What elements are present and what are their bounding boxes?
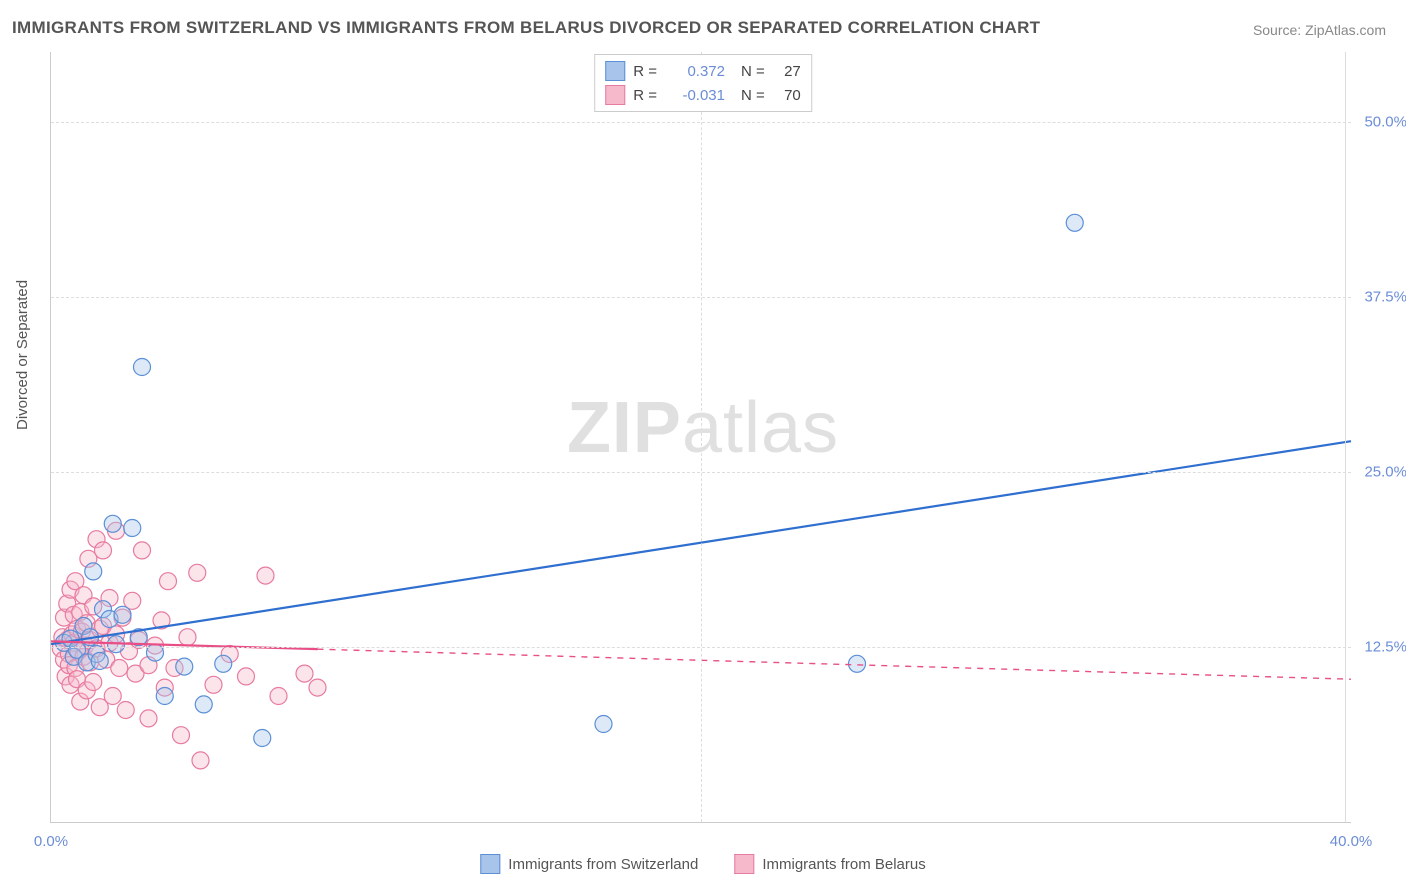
series-legend-switzerland: Immigrants from Switzerland <box>480 854 698 874</box>
y-tick-label: 37.5% <box>1364 289 1406 306</box>
series-legend: Immigrants from Switzerland Immigrants f… <box>480 854 925 874</box>
data-point-switzerland <box>254 730 271 747</box>
grid-line-v <box>701 52 702 822</box>
data-point-belarus <box>205 676 222 693</box>
data-point-belarus <box>104 688 121 705</box>
r-value-switzerland: 0.372 <box>665 63 725 80</box>
r-value-belarus: -0.031 <box>665 87 725 104</box>
source-attribution: Source: ZipAtlas.com <box>1253 22 1386 38</box>
y-tick-label: 25.0% <box>1364 464 1406 481</box>
data-point-switzerland <box>104 515 121 532</box>
data-point-switzerland <box>134 359 151 376</box>
series-label: Immigrants from Belarus <box>762 856 925 873</box>
x-tick-label: 40.0% <box>1330 833 1373 850</box>
data-point-belarus <box>270 688 287 705</box>
n-label: N = <box>741 87 765 104</box>
correlation-legend-row-2: R = -0.031 N = 70 <box>605 83 801 107</box>
data-point-belarus <box>309 679 326 696</box>
r-label: R = <box>633 87 657 104</box>
data-point-belarus <box>140 710 157 727</box>
data-point-belarus <box>296 665 313 682</box>
y-axis-label: Divorced or Separated <box>14 280 31 430</box>
data-point-belarus <box>85 674 102 691</box>
data-point-belarus <box>111 660 128 677</box>
x-tick-label: 0.0% <box>34 833 68 850</box>
data-point-belarus <box>257 567 274 584</box>
correlation-legend: R = 0.372 N = 27 R = -0.031 N = 70 <box>594 54 812 112</box>
swatch-switzerland <box>480 854 500 874</box>
data-point-switzerland <box>195 696 212 713</box>
data-point-switzerland <box>156 688 173 705</box>
y-tick-label: 12.5% <box>1364 639 1406 656</box>
chart-plot-area: 12.5%25.0%37.5%50.0%0.0%40.0% <box>50 52 1351 823</box>
y-tick-label: 50.0% <box>1364 114 1406 131</box>
n-value-belarus: 70 <box>773 87 801 104</box>
data-point-switzerland <box>85 563 102 580</box>
data-point-belarus <box>179 629 196 646</box>
data-point-belarus <box>160 573 177 590</box>
data-point-switzerland <box>849 655 866 672</box>
chart-right-border <box>1345 52 1346 822</box>
data-point-belarus <box>238 668 255 685</box>
data-point-belarus <box>192 752 209 769</box>
chart-title: IMMIGRANTS FROM SWITZERLAND VS IMMIGRANT… <box>12 18 1040 38</box>
data-point-switzerland <box>595 716 612 733</box>
data-point-switzerland <box>124 520 141 537</box>
data-point-belarus <box>95 542 112 559</box>
data-point-switzerland <box>114 606 131 623</box>
n-label: N = <box>741 63 765 80</box>
swatch-belarus <box>734 854 754 874</box>
correlation-legend-row-1: R = 0.372 N = 27 <box>605 59 801 83</box>
n-value-switzerland: 27 <box>773 63 801 80</box>
data-point-belarus <box>134 542 151 559</box>
data-point-switzerland <box>215 655 232 672</box>
data-point-belarus <box>173 727 190 744</box>
data-point-belarus <box>117 702 134 719</box>
data-point-switzerland <box>1066 214 1083 231</box>
swatch-belarus <box>605 85 625 105</box>
r-label: R = <box>633 63 657 80</box>
series-label: Immigrants from Switzerland <box>508 856 698 873</box>
data-point-switzerland <box>176 658 193 675</box>
series-legend-belarus: Immigrants from Belarus <box>734 854 925 874</box>
data-point-belarus <box>189 564 206 581</box>
regression-line-dashed-belarus <box>318 649 1352 679</box>
swatch-switzerland <box>605 61 625 81</box>
data-point-switzerland <box>91 653 108 670</box>
